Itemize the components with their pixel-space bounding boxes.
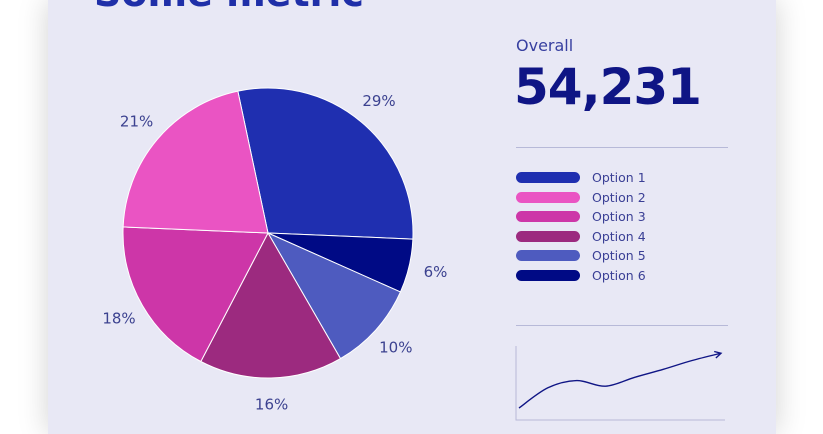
pie-label-option-3: 18% [102, 310, 135, 328]
sparkline-arrow-icon [714, 350, 723, 359]
card-title: Some metric [94, 0, 364, 16]
pie-label-option-4: 16% [255, 396, 288, 414]
overall-value: 54,231 [514, 58, 702, 116]
legend-swatch [516, 191, 580, 203]
overall-label: Overall [516, 36, 574, 55]
pie-slice-option-5 [266, 231, 402, 360]
legend-label: Option 6 [592, 267, 646, 283]
pie-slice-option-1 [237, 87, 414, 240]
legend-swatch [516, 211, 580, 223]
sparkline-series [518, 352, 722, 409]
metric-card: Some metric 29% 6% 10% 16% 18% 21% Overall 54… [48, 0, 776, 434]
sparkline-axis [515, 346, 725, 421]
legend-item: Option 1 [516, 168, 646, 188]
legend-swatch [516, 250, 580, 262]
pie-label-option-5: 10% [379, 339, 412, 357]
legend: Option 1 Option 2 Option 3 Option 4 Option 5… [516, 168, 646, 285]
legend-label: Option 3 [592, 209, 646, 225]
legend-label: Option 4 [592, 228, 646, 244]
legend-label: Option 1 [592, 170, 646, 186]
pie-label-option-1: 29% [362, 92, 395, 110]
legend-swatch [516, 269, 580, 281]
pie-slice-option-2 [122, 90, 269, 234]
pie-label-option-6: 6% [424, 263, 448, 281]
legend-item: Option 2 [516, 188, 646, 208]
legend-item: Option 5 [516, 246, 646, 266]
legend-label: Option 2 [592, 189, 646, 205]
pie-chart: 29% 6% 10% 16% 18% 21% [102, 87, 448, 414]
legend-swatch [516, 230, 580, 242]
legend-item: Option 3 [516, 207, 646, 227]
legend-swatch [516, 172, 580, 184]
sparkline-chart [515, 346, 725, 421]
pie-label-option-2: 21% [120, 113, 153, 131]
legend-label: Option 5 [592, 248, 646, 264]
pie-slice-option-4 [200, 231, 342, 379]
divider-top [516, 147, 728, 148]
divider-bottom [516, 325, 728, 326]
pie-slice-option-3 [122, 226, 269, 363]
legend-item: Option 6 [516, 266, 646, 286]
legend-item: Option 4 [516, 227, 646, 247]
